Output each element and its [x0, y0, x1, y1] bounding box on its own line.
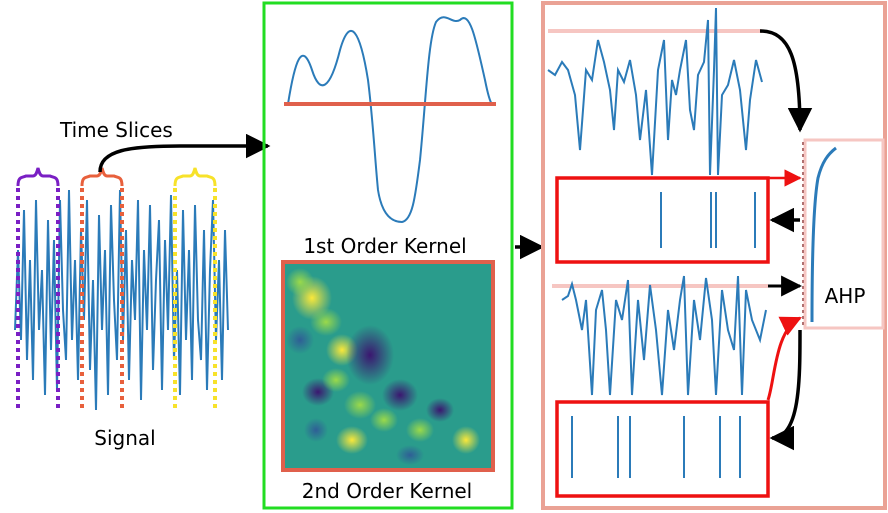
- spike-box-top: [555, 176, 770, 264]
- orange-bracket-icon: [80, 167, 124, 187]
- heatmap-blobs: [286, 268, 480, 465]
- output-panel-border: [541, 1, 887, 510]
- ahp-to-spikebox-bottom-arrow: [769, 329, 802, 451]
- membrane-trace-bottom: [561, 275, 767, 396]
- kernel-panel: 1st Order Kernel 2nd Order Kernel: [262, 1, 514, 510]
- membrane-trace-top: [547, 7, 763, 176]
- signal-trace: [14, 189, 229, 411]
- purple-bracket-icon: [16, 167, 60, 187]
- time-slices-arrow: [98, 133, 271, 173]
- kernel-panel-border: [262, 1, 514, 510]
- spikebox-bottom-to-ahp-arrow: [766, 316, 802, 401]
- spike-train-bottom: [571, 416, 741, 478]
- yellow-bracket-icon: [173, 167, 217, 187]
- threshold-to-ahp-arrow: [759, 29, 813, 133]
- ahp-curve: [810, 146, 837, 323]
- spike-train-top: [660, 192, 756, 248]
- heatmap-border: [281, 260, 495, 472]
- first-order-kernel-curve: [287, 16, 493, 224]
- output-panel: AHP: [541, 1, 887, 510]
- time-slices-label: Time Slices: [59, 118, 173, 142]
- signal-section: Signal: [12, 167, 229, 450]
- second-order-kernel-label: 2nd Order Kernel: [302, 479, 472, 503]
- signal-label: Signal: [94, 426, 155, 450]
- spike-box-bottom: [555, 400, 770, 498]
- ahp-box: [803, 138, 885, 330]
- ahp-label: AHP: [825, 284, 866, 308]
- first-order-kernel-label: 1st Order Kernel: [303, 234, 466, 258]
